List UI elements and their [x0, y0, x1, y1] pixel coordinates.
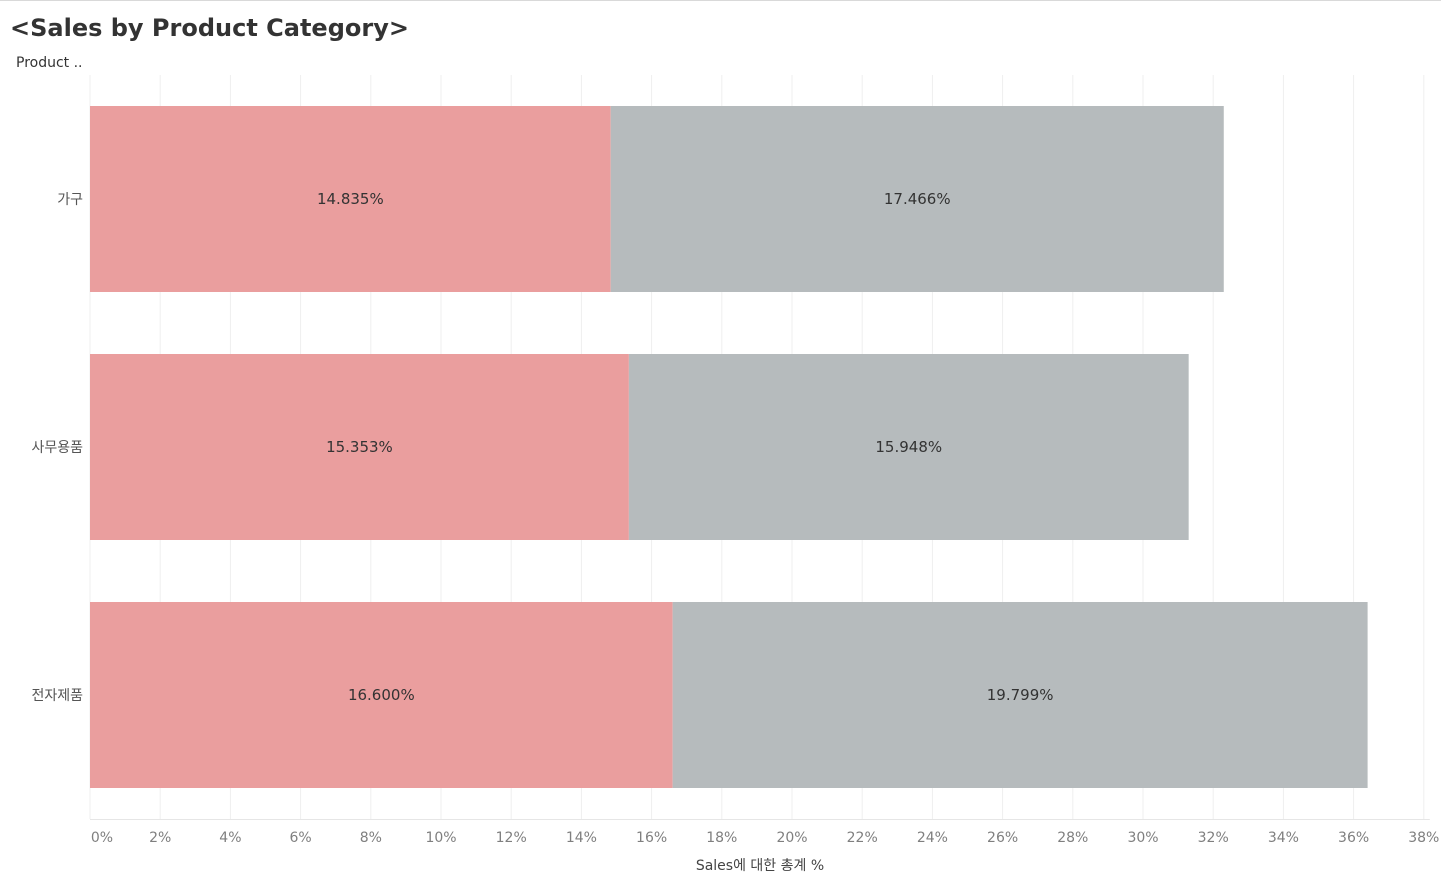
chart-title: <Sales by Product Category>	[10, 14, 409, 42]
x-tick-label: 8%	[360, 830, 382, 846]
bar-value-label: 19.799%	[987, 686, 1054, 704]
bar-segment[interactable]	[90, 354, 629, 540]
x-tick-label: 20%	[776, 830, 807, 846]
x-tick-label: 24%	[917, 830, 948, 846]
category-label: 사무용품	[31, 440, 83, 456]
bar-value-label: 15.948%	[875, 438, 942, 456]
x-tick-label: 2%	[149, 830, 171, 846]
bar-segment[interactable]	[90, 602, 673, 788]
x-tick-label: 4%	[219, 830, 241, 846]
x-tick-label: 32%	[1198, 830, 1229, 846]
bar-segment[interactable]	[672, 602, 1368, 788]
bar-value-label: 15.353%	[326, 438, 393, 456]
bar-value-label: 16.600%	[348, 686, 415, 704]
x-tick-label: 6%	[289, 830, 311, 846]
category-label: 전자제품	[31, 688, 83, 704]
x-tick-label: 36%	[1338, 830, 1369, 846]
x-tick-label: 12%	[496, 830, 527, 846]
x-tick-label: 16%	[636, 830, 667, 846]
x-tick-label: 14%	[566, 830, 597, 846]
x-tick-label: 26%	[987, 830, 1018, 846]
bar-value-label: 17.466%	[884, 190, 951, 208]
x-tick-label: 34%	[1268, 830, 1299, 846]
x-tick-label: 28%	[1057, 830, 1088, 846]
category-label: 가구	[57, 192, 83, 208]
x-tick-label: 30%	[1127, 830, 1158, 846]
bar-segment[interactable]	[90, 106, 611, 292]
top-rule	[0, 0, 1441, 1]
row-field-header[interactable]: Product ..	[16, 55, 83, 71]
x-tick-label: 22%	[847, 830, 878, 846]
x-axis-title[interactable]: Sales에 대한 총계 %	[696, 858, 824, 874]
bar-value-label: 14.835%	[317, 190, 384, 208]
x-tick-label: 0%	[91, 830, 113, 846]
bar-segment[interactable]	[610, 106, 1224, 292]
bar-segment[interactable]	[628, 354, 1189, 540]
x-tick-label: 10%	[425, 830, 456, 846]
x-tick-label: 38%	[1408, 830, 1439, 846]
x-tick-label: 18%	[706, 830, 737, 846]
